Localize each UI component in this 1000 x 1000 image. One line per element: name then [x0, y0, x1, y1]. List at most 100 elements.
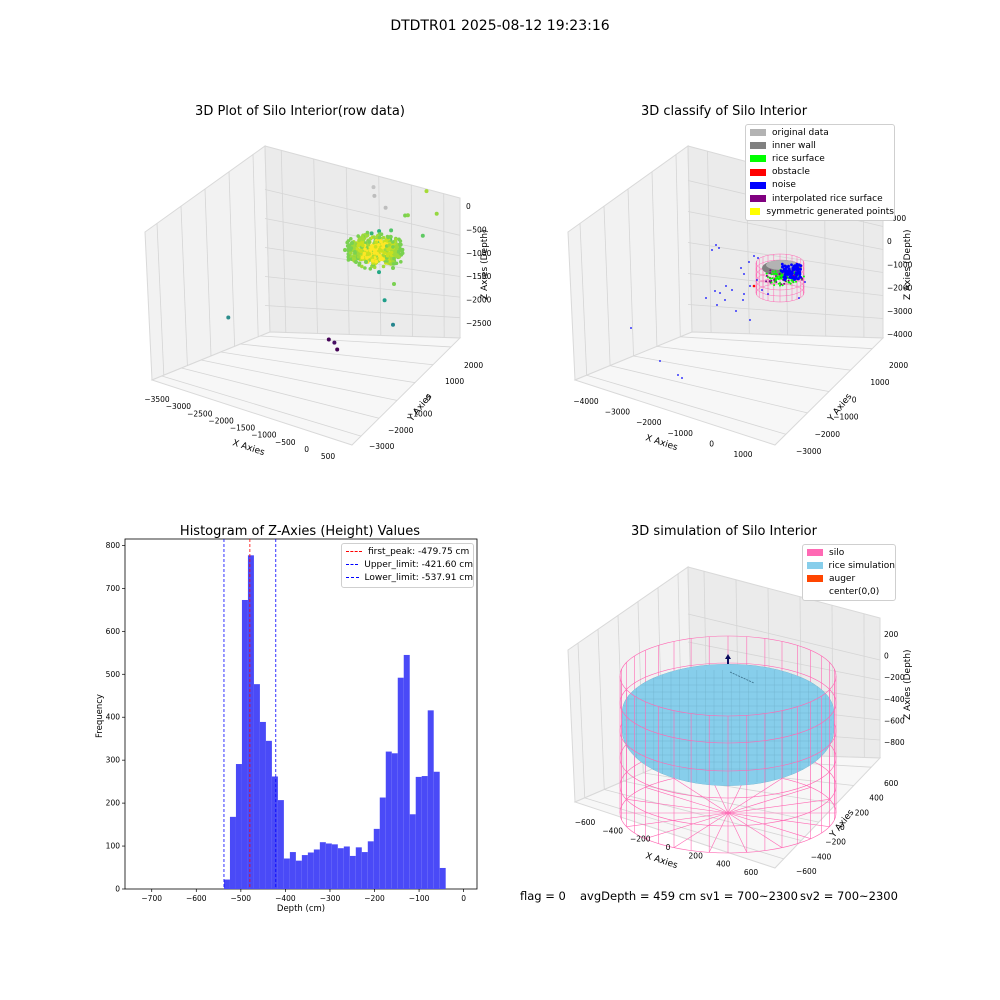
z-tick-label: −2000: [466, 296, 492, 305]
x-tick-label: −1500: [230, 424, 256, 433]
classified-point: [765, 272, 768, 275]
noise-point: [716, 304, 718, 306]
legend-item-center: center(0,0): [803, 586, 895, 599]
classified-point: [790, 279, 793, 282]
data-point: [326, 337, 331, 342]
z-tick-label: 1000: [887, 214, 906, 223]
z-tick-label: −2500: [466, 319, 492, 328]
z-tick-label: −1000: [887, 260, 913, 269]
legend-item-rice-surface: rice surface: [746, 152, 894, 165]
legend-item-upper-limit: Upper_limit: -421.60 cm: [342, 558, 473, 571]
z-tick-label: −200: [884, 673, 905, 682]
status-avg-depth: avgDepth = 459 cm: [580, 889, 697, 903]
classified-point: [783, 282, 786, 285]
histogram-bar: [223, 879, 230, 889]
raw-plot-title: 3D Plot of Silo Interior(row data): [195, 104, 405, 119]
x-tick-label: −300: [320, 894, 341, 903]
classified-point: [771, 277, 774, 280]
classified-point: [778, 272, 781, 275]
x-tick-label: −3000: [605, 408, 631, 417]
classified-point: [775, 281, 778, 283]
data-point: [405, 213, 410, 218]
legend-label: first_peak: -479.75 cm: [368, 546, 470, 557]
x-tick-label: 500: [321, 452, 336, 461]
obstacle-point: [752, 284, 756, 288]
legend-item-lower-limit: Lower_limit: -537.91 cm: [342, 571, 473, 584]
legend-item-inner-wall: inner wall: [746, 139, 894, 152]
original-data-swatch: [750, 129, 766, 137]
interpolated-rice-surface-swatch: [750, 195, 766, 203]
legend-label: symmetric generated points: [766, 206, 894, 217]
data-point: [360, 235, 365, 239]
classified-point: [787, 279, 790, 282]
legend-label: Lower_limit: -537.91 cm: [364, 572, 473, 583]
simulation-z-axis-label: Z Axies (Depth): [903, 649, 913, 720]
legend-item-symmetric-generated-points: symmetric generated points: [746, 205, 894, 218]
classified-point: [770, 273, 773, 276]
noise-point: [788, 275, 791, 279]
histogram-bar: [415, 776, 422, 889]
data-point: [434, 211, 439, 216]
y-tick-label: 400: [869, 794, 884, 803]
noise-point: [705, 297, 707, 299]
classify-z-axis-label: Z Axies (Depth): [903, 229, 913, 300]
data-point: [372, 193, 377, 198]
classified-point: [781, 284, 784, 287]
x-tick-label: −500: [230, 894, 251, 903]
data-point: [398, 243, 403, 247]
y-tick-label: −200: [825, 838, 846, 847]
histogram-bar: [409, 814, 416, 889]
noise-swatch: [750, 181, 766, 189]
legend-item-first-peak: first_peak: -479.75 cm: [342, 545, 473, 558]
noise-point: [724, 299, 726, 301]
classified-point: [780, 275, 783, 278]
data-point: [391, 322, 395, 327]
upper-limit-line-swatch: [346, 564, 359, 566]
data-point: [362, 251, 367, 256]
z-tick-label: 200: [884, 630, 899, 639]
noise-point: [781, 265, 784, 269]
z-tick-label: −400: [884, 695, 905, 704]
y-tick-label: 200: [855, 808, 870, 817]
x-tick-label: −1000: [251, 431, 277, 440]
data-point: [367, 240, 372, 244]
z-tick-label: 0: [884, 652, 889, 661]
legend-label: rice surface: [772, 153, 825, 164]
histogram-bar: [349, 855, 356, 889]
data-point: [382, 298, 387, 303]
raw-axes-box: [144, 145, 462, 446]
data-point: [392, 256, 396, 261]
data-point: [392, 282, 396, 286]
data-point: [399, 260, 403, 264]
noise-point: [780, 262, 784, 266]
legend-label: interpolated rice surface: [772, 193, 883, 204]
noise-point: [783, 264, 787, 268]
x-tick-label: 0: [709, 439, 714, 448]
noise-point: [731, 289, 733, 291]
classify-plot-title: 3D classify of Silo Interior: [640, 104, 808, 119]
raw-y-axis-label: Y Axies: [406, 392, 435, 425]
noise-point: [740, 267, 742, 269]
histogram-bar: [259, 721, 266, 889]
histogram-bar: [421, 776, 428, 889]
legend-item-original-data: original data: [746, 126, 894, 139]
data-point: [386, 235, 391, 240]
histogram-bar: [247, 555, 254, 889]
data-point: [335, 347, 340, 352]
status-flag: flag = 0: [520, 889, 566, 903]
histogram-bar: [331, 844, 338, 889]
data-point: [361, 241, 365, 245]
x-tick-label: −2500: [187, 409, 213, 418]
legend-item-rice-simulation: rice simulation: [803, 559, 895, 572]
data-point: [383, 205, 388, 210]
histogram-bar: [271, 776, 278, 889]
auger-marker: [725, 654, 755, 684]
data-point: [379, 239, 383, 244]
noise-point: [799, 264, 802, 268]
noise-point: [761, 289, 763, 291]
classified-point: [802, 275, 805, 278]
histogram-bar: [427, 710, 434, 889]
z-tick-label: −2000: [887, 284, 913, 293]
x-tick-label: 0: [461, 894, 466, 903]
data-point: [381, 264, 386, 269]
